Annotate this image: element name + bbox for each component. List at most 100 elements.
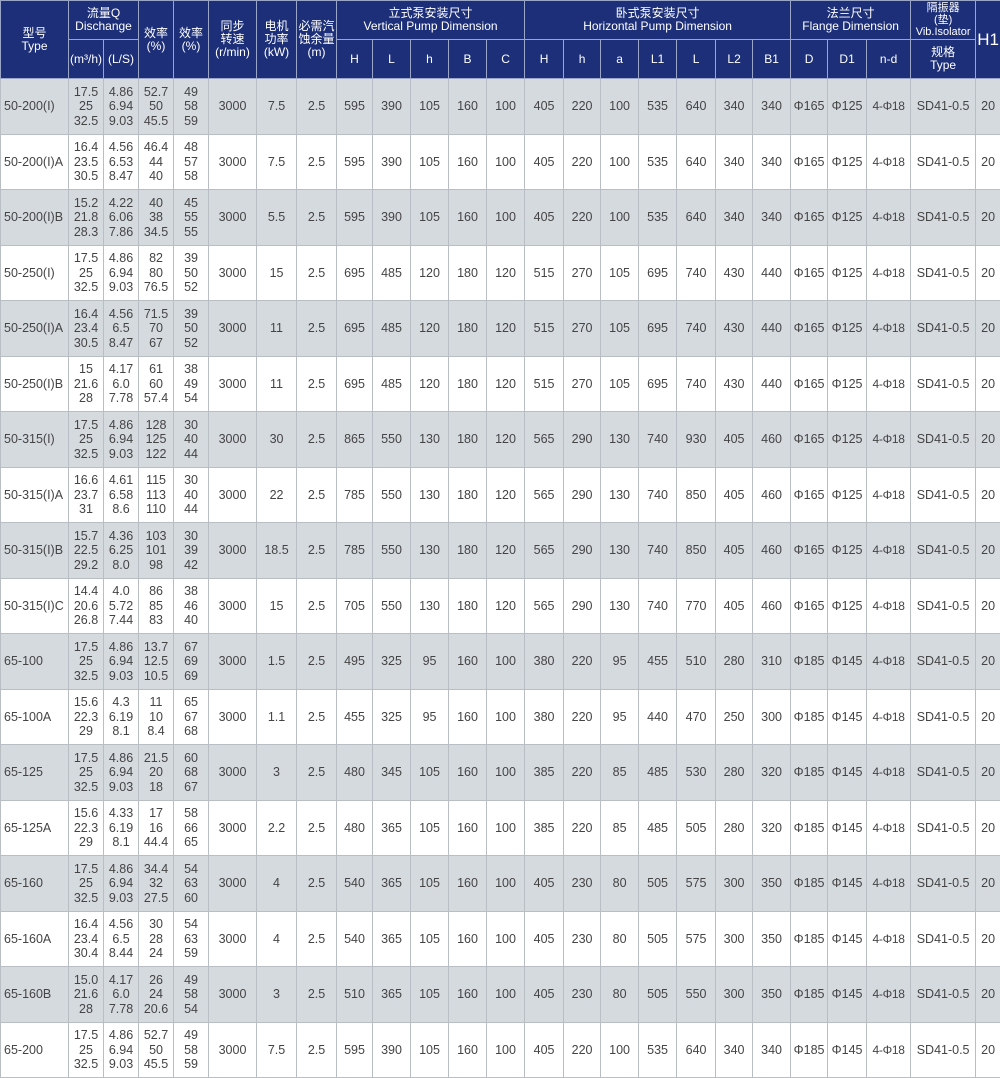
cell-vertical-h-small: 105	[411, 79, 449, 135]
cell-vertical-l: 390	[373, 134, 411, 190]
cell-vertical-h-small: 105	[411, 190, 449, 246]
header-vertical-b: B	[449, 40, 487, 79]
cell-vertical-c: 100	[487, 634, 525, 690]
cell-horizontal-b1: 350	[753, 967, 791, 1023]
cell-flange-d1: Φ125	[828, 79, 867, 135]
cell-power: 4	[257, 856, 297, 912]
cell-vertical-h-small: 105	[411, 856, 449, 912]
cell-vertical-h-small: 95	[411, 689, 449, 745]
cell-vertical-h-small: 105	[411, 800, 449, 856]
header-vertical-c: C	[487, 40, 525, 79]
cell-efficiency-1: 61 60 57.4	[139, 356, 174, 412]
header-efficiency-1: 效率 (%)	[139, 1, 174, 79]
cell-vertical-h: 510	[337, 967, 373, 1023]
cell-horizontal-a: 100	[601, 79, 639, 135]
cell-flange-d1: Φ145	[828, 745, 867, 801]
cell-power: 15	[257, 245, 297, 301]
cell-vertical-h: 540	[337, 911, 373, 967]
cell-flow-m3h: 17.5 25 32.5	[69, 856, 104, 912]
cell-horizontal-b1: 320	[753, 800, 791, 856]
cell-flow-m3h: 17.5 25 32.5	[69, 634, 104, 690]
cell-type: 65-125A	[1, 800, 69, 856]
cell-speed: 3000	[209, 967, 257, 1023]
header-h1: H1	[976, 1, 1000, 79]
cell-horizontal-l: 575	[677, 856, 716, 912]
cell-speed: 3000	[209, 689, 257, 745]
cell-speed: 3000	[209, 245, 257, 301]
cell-horizontal-a: 105	[601, 301, 639, 357]
cell-speed: 3000	[209, 1022, 257, 1078]
cell-h1: 20	[976, 134, 1000, 190]
cell-efficiency-1: 21.5 20 18	[139, 745, 174, 801]
cell-npsh: 2.5	[297, 689, 337, 745]
cell-speed: 3000	[209, 134, 257, 190]
cell-power: 11	[257, 301, 297, 357]
cell-h1: 20	[976, 1022, 1000, 1078]
cell-vertical-h: 695	[337, 245, 373, 301]
cell-vertical-c: 100	[487, 967, 525, 1023]
cell-vertical-c: 120	[487, 356, 525, 412]
header-horizontal-h: H	[525, 40, 564, 79]
cell-flange-d: Φ185	[791, 856, 828, 912]
cell-efficiency-2: 39 50 52	[174, 245, 209, 301]
cell-horizontal-l2: 340	[716, 190, 753, 246]
cell-type: 65-160A	[1, 911, 69, 967]
cell-flow-m3h: 15.6 22.3 29	[69, 689, 104, 745]
cell-isolator-type: SD41-0.5	[911, 301, 976, 357]
cell-horizontal-h-small: 290	[564, 467, 601, 523]
header-horizontal-b1: B1	[753, 40, 791, 79]
cell-horizontal-l: 740	[677, 245, 716, 301]
cell-vertical-b: 160	[449, 967, 487, 1023]
cell-efficiency-1: 30 28 24	[139, 911, 174, 967]
cell-horizontal-h-small: 290	[564, 523, 601, 579]
cell-flange-d: Φ165	[791, 190, 828, 246]
cell-speed: 3000	[209, 356, 257, 412]
cell-horizontal-h-small: 230	[564, 911, 601, 967]
cell-flange-d: Φ165	[791, 523, 828, 579]
cell-horizontal-b1: 340	[753, 79, 791, 135]
cell-flange-d1: Φ125	[828, 523, 867, 579]
cell-vertical-b: 160	[449, 689, 487, 745]
cell-vertical-l: 550	[373, 523, 411, 579]
cell-vertical-b: 180	[449, 523, 487, 579]
cell-vertical-h-small: 130	[411, 412, 449, 468]
cell-horizontal-h: 385	[525, 800, 564, 856]
cell-vertical-c: 120	[487, 245, 525, 301]
cell-npsh: 2.5	[297, 578, 337, 634]
cell-flow-m3h: 14.4 20.6 26.8	[69, 578, 104, 634]
cell-horizontal-l2: 430	[716, 245, 753, 301]
cell-speed: 3000	[209, 856, 257, 912]
cell-horizontal-h: 405	[525, 79, 564, 135]
cell-horizontal-l1: 505	[639, 967, 677, 1023]
cell-flange-n-d: 4-Φ18	[867, 911, 911, 967]
cell-flow-ls: 4.86 6.94 9.03	[104, 1022, 139, 1078]
cell-vertical-c: 100	[487, 190, 525, 246]
cell-horizontal-a: 130	[601, 467, 639, 523]
cell-efficiency-1: 52.7 50 45.5	[139, 1022, 174, 1078]
cell-horizontal-b1: 340	[753, 1022, 791, 1078]
cell-h1: 20	[976, 745, 1000, 801]
cell-efficiency-1: 17 16 44.4	[139, 800, 174, 856]
cell-flow-ls: 4.61 6.58 8.6	[104, 467, 139, 523]
cell-power: 7.5	[257, 79, 297, 135]
cell-flange-n-d: 4-Φ18	[867, 301, 911, 357]
cell-efficiency-2: 30 39 42	[174, 523, 209, 579]
cell-horizontal-b1: 440	[753, 245, 791, 301]
cell-horizontal-h-small: 290	[564, 412, 601, 468]
cell-horizontal-l2: 405	[716, 578, 753, 634]
cell-flange-n-d: 4-Φ18	[867, 689, 911, 745]
cell-flange-n-d: 4-Φ18	[867, 134, 911, 190]
cell-flange-d: Φ185	[791, 967, 828, 1023]
cell-horizontal-h-small: 220	[564, 634, 601, 690]
cell-horizontal-l2: 405	[716, 467, 753, 523]
cell-type: 50-315(I)	[1, 412, 69, 468]
cell-isolator-type: SD41-0.5	[911, 245, 976, 301]
cell-horizontal-l1: 505	[639, 911, 677, 967]
header-flange-dimension: 法兰尺寸 Flange Dimension	[791, 1, 911, 40]
cell-vertical-c: 100	[487, 745, 525, 801]
cell-horizontal-a: 80	[601, 967, 639, 1023]
cell-flange-d: Φ165	[791, 578, 828, 634]
cell-npsh: 2.5	[297, 190, 337, 246]
